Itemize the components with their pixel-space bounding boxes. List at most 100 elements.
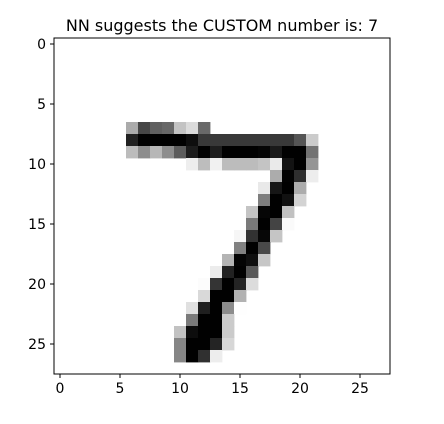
pixel-layer [126,122,319,363]
pixel-cell [174,350,187,363]
pixel-cell [162,122,175,135]
x-tick-label: 0 [56,381,65,397]
pixel-cell [294,158,307,171]
pixel-cell [186,146,199,159]
pixel-cell [222,278,235,291]
pixel-cell [126,134,139,147]
pixel-cell [210,314,223,327]
pixel-cell [222,254,235,267]
y-tick-label: 0 [37,37,46,53]
pixel-cell [186,134,199,147]
pixel-cell [270,158,283,171]
pixel-cell [258,206,271,219]
pixel-cell [222,134,235,147]
pixel-cell [294,170,307,183]
pixel-cell [222,314,235,327]
pixel-cell [174,122,187,135]
pixel-cell [306,146,319,159]
pixel-cell [282,170,295,183]
pixel-cell [234,134,247,147]
pixel-cell [258,242,271,255]
y-tick-label: 10 [28,157,46,173]
pixel-cell [186,314,199,327]
pixel-cell [258,182,271,195]
pixel-cell [162,146,175,159]
pixel-cell [210,146,223,159]
pixel-cell [246,278,259,291]
pixel-cell [282,194,295,207]
pixel-cell [258,146,271,159]
pixel-cell [222,146,235,159]
pixel-cell [270,218,283,231]
pixel-cell [222,302,235,315]
pixel-cell [198,338,211,351]
pixel-cell [282,158,295,171]
pixel-cell [258,134,271,147]
pixel-cell [222,158,235,171]
pixel-cell [234,290,247,303]
pixel-cell [258,230,271,243]
pixel-cell [222,338,235,351]
pixel-cell [282,134,295,147]
pixel-cell [138,122,151,135]
pixel-cell [234,230,247,243]
pixel-cell [150,122,163,135]
pixel-cell [258,218,271,231]
pixel-cell [174,338,187,351]
pixel-cell [126,122,139,135]
ticks-layer: 0 5 10 15 20 25 0 5 10 15 20 25 [28,37,369,397]
pixel-cell [246,146,259,159]
pixel-cell [198,290,211,303]
chart-title: NN suggests the CUSTOM number is: 7 [66,16,378,35]
x-tick-label: 10 [171,381,189,397]
pixel-cell [198,314,211,327]
pixel-cell [234,254,247,267]
pixel-cell [306,134,319,147]
pixel-cell [198,326,211,339]
pixel-cell [234,146,247,159]
pixel-cell [186,338,199,351]
pixel-cell [294,182,307,195]
pixel-cell [186,350,199,363]
pixel-cell [210,278,223,291]
y-tick-label: 5 [37,97,46,113]
pixel-cell [270,134,283,147]
pixel-cell [174,326,187,339]
pixel-cell [150,134,163,147]
pixel-cell [234,278,247,291]
pixel-cell [258,254,271,267]
pixel-cell [186,122,199,135]
pixel-cell [210,302,223,315]
pixel-cell [138,134,151,147]
pixel-cell [174,146,187,159]
pixel-cell [198,302,211,315]
pixel-cell [186,326,199,339]
pixel-cell [222,266,235,279]
pixel-cell [210,134,223,147]
pixel-cell [222,326,235,339]
pixel-cell [150,146,163,159]
pixel-cell [246,134,259,147]
y-tick-label: 15 [28,217,46,233]
y-tick-label: 20 [28,277,46,293]
pixel-cell [210,158,223,171]
pixel-cell [174,134,187,147]
pixel-cell [198,122,211,135]
pixel-cell [162,134,175,147]
pixel-cell [282,182,295,195]
pixel-cell [270,182,283,195]
pixel-cell [210,290,223,303]
pixel-cell [270,194,283,207]
pixel-cell [294,146,307,159]
axes-frame [53,37,391,375]
pixel-cell [186,158,199,171]
pixel-cell [198,350,211,363]
pixel-cell [294,134,307,147]
y-tick-label: 25 [28,337,46,353]
pixel-cell [198,278,211,291]
pixel-cell [306,158,319,171]
pixel-cell [270,146,283,159]
pixel-cell [234,242,247,255]
